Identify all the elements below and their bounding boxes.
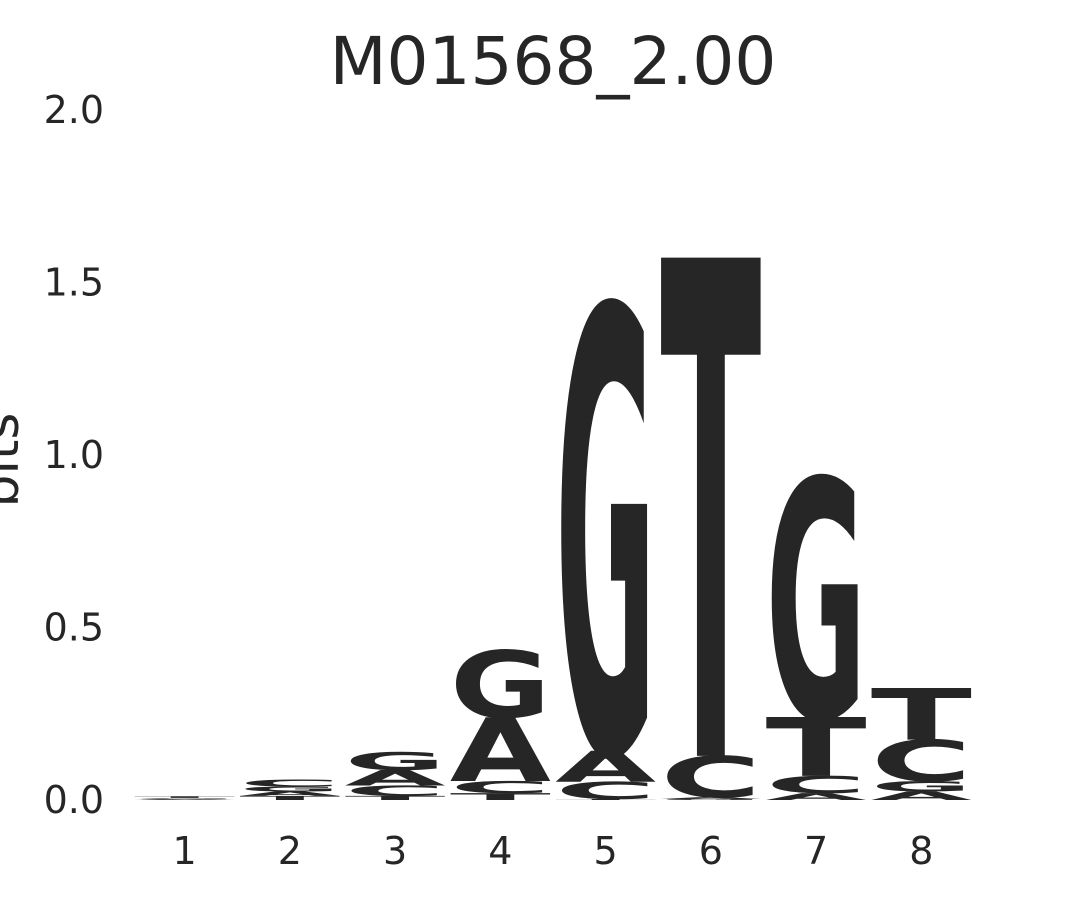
letter-group: A bbox=[134, 799, 235, 800]
letter-group: G bbox=[555, 185, 656, 895]
letter: C bbox=[555, 777, 656, 805]
letter: A bbox=[239, 790, 341, 797]
letter: G bbox=[239, 785, 340, 793]
x-tick-label: 6 bbox=[699, 829, 723, 873]
x-tick-label: 4 bbox=[488, 829, 512, 873]
letter-group: G bbox=[871, 778, 972, 795]
letter: G bbox=[766, 414, 867, 795]
letter-group: T bbox=[660, 121, 762, 900]
x-tick-label: 1 bbox=[173, 829, 197, 873]
letter-group: T bbox=[345, 795, 446, 802]
letter-group: G bbox=[134, 798, 235, 799]
letter-group: C bbox=[660, 744, 761, 810]
letter-group: C bbox=[871, 728, 972, 794]
letter-group: A bbox=[239, 790, 341, 797]
letter-group: T bbox=[134, 796, 235, 799]
letter-group: G bbox=[660, 799, 761, 801]
letter: G bbox=[660, 799, 761, 801]
letter-group: C bbox=[555, 777, 656, 805]
letter: C bbox=[766, 771, 867, 799]
letter: G bbox=[134, 798, 235, 799]
letter: A bbox=[660, 797, 761, 800]
letter-group: T bbox=[766, 701, 867, 795]
x-tick-label: 3 bbox=[383, 829, 407, 873]
letter: T bbox=[345, 795, 446, 802]
letter-group: T bbox=[239, 795, 340, 802]
letter: T bbox=[766, 701, 867, 795]
letter: C bbox=[660, 744, 761, 810]
letter-group: A bbox=[871, 789, 972, 803]
letter: A bbox=[450, 701, 551, 803]
letter: C bbox=[871, 728, 972, 794]
letter: C bbox=[450, 778, 551, 797]
letter-group: T bbox=[555, 799, 656, 801]
letter: T bbox=[134, 796, 235, 799]
x-tick-label: 5 bbox=[594, 829, 618, 873]
letter: A bbox=[345, 766, 446, 791]
letter-group: C bbox=[345, 783, 446, 800]
letter: C bbox=[345, 783, 446, 800]
letter-group: G bbox=[450, 632, 551, 740]
letter: A bbox=[555, 742, 656, 792]
letter-group: C bbox=[134, 798, 235, 799]
y-axis-label: bits bbox=[0, 413, 31, 508]
letter: T bbox=[239, 795, 340, 802]
letter: G bbox=[555, 185, 656, 895]
x-tick-label: 2 bbox=[278, 829, 302, 873]
x-tick-label: 7 bbox=[804, 829, 828, 873]
letter-group: C bbox=[766, 771, 867, 799]
y-tick-label: 1.5 bbox=[44, 261, 104, 305]
letter-group: T bbox=[871, 674, 972, 756]
letter-group: G bbox=[766, 414, 867, 795]
chart-title: M01568_2.00 bbox=[330, 23, 777, 100]
letter: A bbox=[134, 799, 235, 800]
letter-group: G bbox=[239, 785, 340, 793]
letter: G bbox=[450, 632, 551, 740]
letter: C bbox=[134, 798, 235, 799]
letter-group: G bbox=[345, 747, 446, 776]
letter: C bbox=[239, 778, 340, 789]
y-tick-label: 0.5 bbox=[44, 606, 104, 650]
y-tick-label: 1.0 bbox=[44, 433, 104, 477]
letter: G bbox=[345, 747, 446, 776]
letter-group: A bbox=[555, 742, 656, 792]
letter: T bbox=[555, 799, 656, 801]
letter-group: C bbox=[450, 778, 551, 797]
y-tick-label: 0.0 bbox=[44, 778, 104, 822]
letter: A bbox=[766, 791, 868, 802]
letter-group: A bbox=[766, 791, 868, 802]
letter: A bbox=[871, 789, 972, 803]
letter-group: T bbox=[450, 791, 552, 802]
letter-group: A bbox=[450, 701, 551, 803]
x-tick-label: 8 bbox=[909, 829, 933, 873]
letter-group: C bbox=[239, 778, 340, 789]
letter: T bbox=[450, 791, 552, 802]
y-tick-label: 2.0 bbox=[44, 88, 104, 132]
letter-group: A bbox=[660, 797, 761, 800]
letter: G bbox=[871, 778, 972, 795]
letter: T bbox=[660, 121, 762, 900]
letter: T bbox=[871, 674, 972, 756]
letter-group: A bbox=[345, 766, 446, 791]
